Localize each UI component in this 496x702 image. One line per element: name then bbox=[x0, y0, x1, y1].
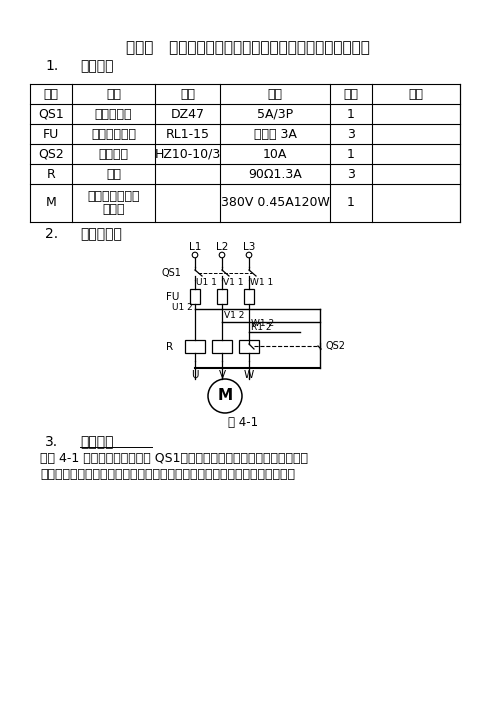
Text: 电阻: 电阻 bbox=[106, 168, 121, 180]
Bar bbox=[244, 289, 254, 304]
Text: 规格: 规格 bbox=[267, 88, 283, 100]
Text: U: U bbox=[191, 370, 199, 380]
Text: QS2: QS2 bbox=[326, 341, 346, 351]
Bar bbox=[185, 340, 205, 353]
Text: 数量: 数量 bbox=[344, 88, 359, 100]
Text: M: M bbox=[217, 388, 233, 404]
Text: QS1: QS1 bbox=[38, 107, 64, 121]
Text: 实验电路图: 实验电路图 bbox=[80, 227, 122, 241]
Text: W1 1: W1 1 bbox=[250, 278, 273, 287]
Text: 作用，所以这时加到电动机定子绕组上的电压不是额定电压，这样就限制了起: 作用，所以这时加到电动机定子绕组上的电压不是额定电压，这样就限制了起 bbox=[40, 468, 295, 482]
Text: HZ10-10/3: HZ10-10/3 bbox=[154, 147, 221, 161]
Text: R: R bbox=[47, 168, 56, 180]
Text: 三相鼠笼式异步: 三相鼠笼式异步 bbox=[87, 190, 140, 203]
Text: 螺旋式熔断器: 螺旋式熔断器 bbox=[91, 128, 136, 140]
Text: W1 2: W1 2 bbox=[251, 319, 274, 329]
Bar bbox=[239, 340, 259, 353]
Text: 3: 3 bbox=[347, 128, 355, 140]
Bar bbox=[217, 289, 227, 304]
Text: L1: L1 bbox=[189, 242, 201, 252]
Text: 3: 3 bbox=[347, 168, 355, 180]
Text: DZ47: DZ47 bbox=[171, 107, 204, 121]
Text: 380V 0.45A120W: 380V 0.45A120W bbox=[221, 197, 329, 209]
Text: U1 2: U1 2 bbox=[172, 303, 193, 312]
Text: 10A: 10A bbox=[263, 147, 287, 161]
Text: R: R bbox=[166, 341, 173, 352]
Text: 1: 1 bbox=[347, 147, 355, 161]
Text: 实验过程: 实验过程 bbox=[80, 435, 114, 449]
Bar bbox=[190, 289, 200, 304]
Text: 2.: 2. bbox=[45, 227, 58, 241]
Text: L2: L2 bbox=[216, 242, 228, 252]
Bar bbox=[212, 340, 232, 353]
Text: 如图 4-1 所示，合上电源开关 QS1，由于定子绕组中串联电阻，起动降压: 如图 4-1 所示，合上电源开关 QS1，由于定子绕组中串联电阻，起动降压 bbox=[40, 453, 308, 465]
Text: V1 1: V1 1 bbox=[223, 278, 244, 287]
Text: 型号: 型号 bbox=[180, 88, 195, 100]
Text: W: W bbox=[244, 370, 254, 380]
Text: 90Ω1.3A: 90Ω1.3A bbox=[248, 168, 302, 180]
Text: 组合开关: 组合开关 bbox=[99, 147, 128, 161]
Text: 图 4-1: 图 4-1 bbox=[228, 416, 258, 428]
Text: M: M bbox=[46, 197, 57, 209]
Text: 实验四   三相异步电动机定子串电阻降压起动手动控制线路: 实验四 三相异步电动机定子串电阻降压起动手动控制线路 bbox=[126, 41, 370, 55]
Text: 1.: 1. bbox=[45, 59, 58, 73]
Text: L3: L3 bbox=[243, 242, 255, 252]
Text: 代号: 代号 bbox=[44, 88, 59, 100]
Text: 5A/3P: 5A/3P bbox=[257, 107, 293, 121]
Text: 3.: 3. bbox=[45, 435, 58, 449]
Text: QS2: QS2 bbox=[38, 147, 64, 161]
Text: R1 2: R1 2 bbox=[251, 324, 271, 333]
Text: 名称: 名称 bbox=[106, 88, 121, 100]
Text: 低压断路器: 低压断路器 bbox=[95, 107, 132, 121]
Text: RL1-15: RL1-15 bbox=[166, 128, 209, 140]
Text: V1 2: V1 2 bbox=[224, 310, 245, 319]
Text: 电动机: 电动机 bbox=[102, 204, 125, 216]
Text: FU: FU bbox=[43, 128, 59, 140]
Text: U1 1: U1 1 bbox=[196, 278, 217, 287]
Text: QS1: QS1 bbox=[161, 268, 181, 278]
Text: FU: FU bbox=[166, 291, 179, 301]
Text: V: V bbox=[218, 370, 226, 380]
Text: 备注: 备注 bbox=[409, 88, 424, 100]
Text: 1: 1 bbox=[347, 107, 355, 121]
Text: 配熔体 3A: 配熔体 3A bbox=[253, 128, 297, 140]
Text: 实验元件: 实验元件 bbox=[80, 59, 114, 73]
Text: 1: 1 bbox=[347, 197, 355, 209]
